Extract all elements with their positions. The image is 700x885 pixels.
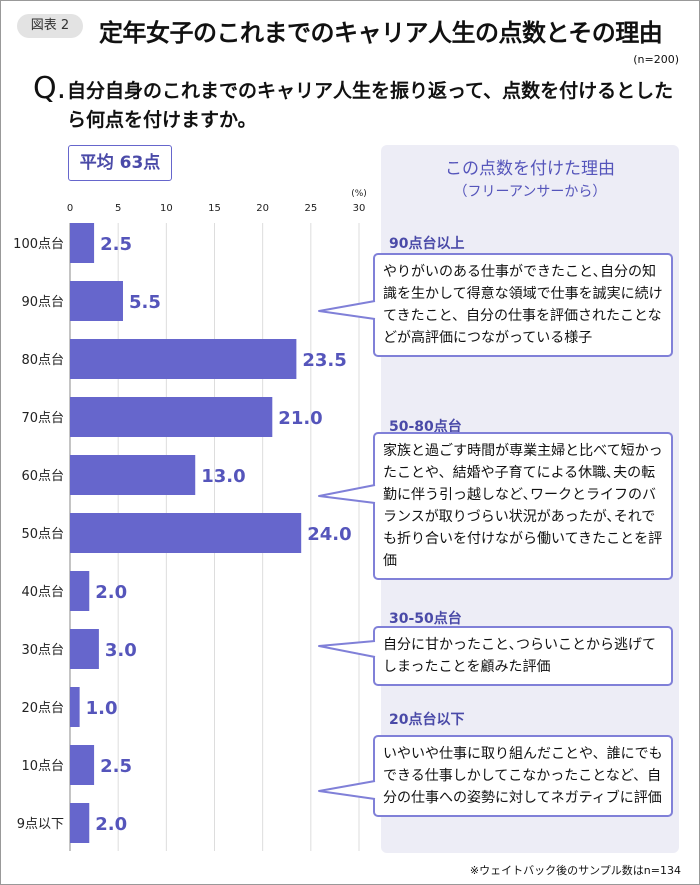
- reason-bubble: やりがいのある仕事ができたこと､自分の知識を生かして得意な領域で仕事を誠実に続け…: [373, 253, 673, 357]
- data-label: 13.0: [201, 466, 245, 487]
- reason-group-label: 90点台以上: [389, 236, 465, 252]
- reason-bubble: 自分に甘かったこと､つらいことから逃げてしまったことを顧みた評価: [373, 626, 673, 686]
- bar: [70, 455, 196, 495]
- data-label: 3.0: [105, 640, 137, 661]
- data-label: 2.5: [100, 756, 132, 777]
- reason-bubble: 家族と過ごす時間が専業主婦と比べて短かったことや、結婚や子育てによる休職､夫の転…: [373, 432, 673, 580]
- data-label: 21.0: [278, 408, 322, 429]
- category-label: 9点以下: [17, 817, 64, 832]
- x-tick-label: 0: [67, 203, 73, 214]
- average-badge: 平均 63点: [68, 145, 172, 181]
- bar: [70, 513, 302, 553]
- x-tick-label: 20: [256, 203, 269, 214]
- data-label: 2.5: [100, 234, 132, 255]
- bar: [70, 803, 90, 843]
- category-label: 50点台: [21, 527, 64, 542]
- category-label: 40点台: [21, 585, 64, 600]
- bar: [70, 397, 273, 437]
- bar: [70, 629, 99, 669]
- category-label: 60点台: [21, 469, 64, 484]
- data-label: 5.5: [129, 292, 161, 313]
- sample-size: (n=200): [633, 53, 679, 66]
- reasons-subtitle: （フリーアンサーから）: [453, 184, 607, 200]
- data-label: 23.5: [302, 350, 346, 371]
- reason-bubble: いやいや仕事に取り組んだことや、誰にでもできる仕事しかしてこなかったことなど、自…: [373, 735, 673, 817]
- unit-label: (%): [351, 189, 367, 199]
- data-label: 24.0: [307, 524, 351, 545]
- category-label: 20点台: [21, 701, 64, 716]
- category-label: 90点台: [21, 295, 64, 310]
- bar: [70, 745, 95, 785]
- bar: [70, 571, 90, 611]
- x-tick-label: 10: [160, 203, 173, 214]
- x-tick-label: 30: [353, 203, 366, 214]
- footnote: ※ウェイトバック後のサンプル数はn=134: [469, 864, 681, 877]
- category-label: 10点台: [21, 759, 64, 774]
- bar: [70, 223, 95, 263]
- category-label: 100点台: [13, 237, 64, 252]
- reason-group-label: 20点台以下: [389, 712, 465, 728]
- category-label: 70点台: [21, 411, 64, 426]
- question: 自分自身のこれまでのキャリア人生を振り返って、点数を付けるとしたら何点を付けます…: [67, 80, 674, 131]
- bar: [70, 339, 297, 379]
- x-tick-label: 15: [208, 203, 221, 214]
- data-label: 2.0: [95, 814, 127, 835]
- x-tick-label: 25: [304, 203, 317, 214]
- category-label: 30点台: [21, 643, 64, 658]
- bar: [70, 687, 80, 727]
- reason-group-label: 30-50点台: [389, 611, 462, 627]
- data-label: 2.0: [95, 582, 127, 603]
- data-label: 1.0: [86, 698, 118, 719]
- x-tick-label: 5: [115, 203, 121, 214]
- bar: [70, 281, 123, 321]
- figure-label: 図表 2: [17, 14, 83, 38]
- page-title: 定年女子のこれまでのキャリア人生の点数とその理由: [99, 19, 663, 47]
- question-mark: Q.: [33, 71, 67, 106]
- category-label: 80点台: [21, 353, 64, 368]
- reason-group-label: 50-80点台: [389, 419, 462, 435]
- reasons-title: この点数を付けた理由: [445, 159, 615, 179]
